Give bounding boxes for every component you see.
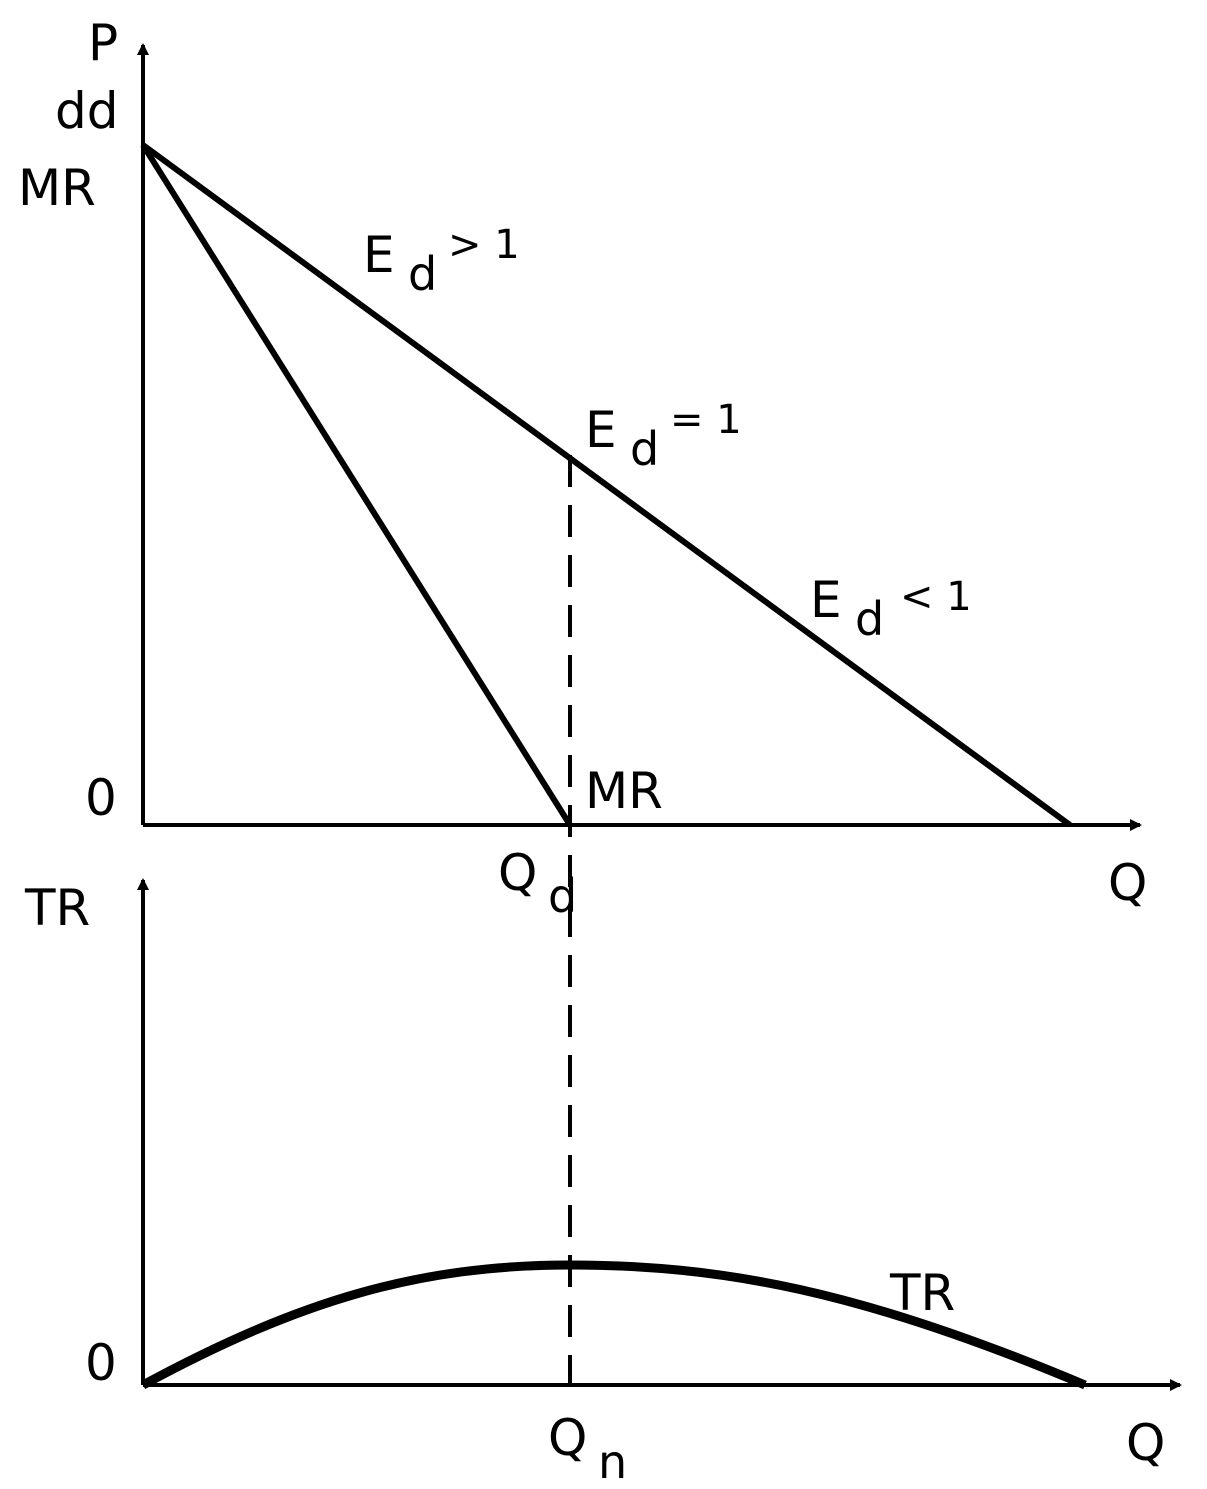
quantity-label: Q xyxy=(548,1409,587,1467)
axis-label: Q xyxy=(1108,854,1147,912)
axis-label: Q xyxy=(1126,1414,1165,1472)
axis-label: P xyxy=(88,14,118,72)
axis-label: MR xyxy=(18,159,96,217)
tr-curve xyxy=(140,1260,1087,1390)
axis-label: dd xyxy=(55,82,118,140)
demand-line xyxy=(141,142,1072,828)
elasticity-subscript: d xyxy=(408,247,437,301)
mr-line xyxy=(140,143,573,827)
elasticity-relation: > 1 xyxy=(448,222,520,268)
elasticity-subscript: d xyxy=(630,422,659,476)
mr-label: MR xyxy=(585,762,663,820)
elasticity-subscript: d xyxy=(855,592,884,646)
quantity-label: Q xyxy=(498,844,537,902)
elasticity-label: E xyxy=(363,226,395,284)
quantity-subscript: n xyxy=(598,1435,627,1489)
origin-label: 0 xyxy=(85,1334,117,1392)
axis-label: TR xyxy=(24,879,90,937)
curve-label: TR xyxy=(889,1264,955,1322)
origin-label: 0 xyxy=(85,769,117,827)
elasticity-label: E xyxy=(810,571,842,629)
elasticity-relation: < 1 xyxy=(900,574,972,620)
quantity-subscript: d xyxy=(548,869,577,923)
elasticity-label: E xyxy=(585,401,617,459)
elasticity-relation: = 1 xyxy=(670,397,742,443)
